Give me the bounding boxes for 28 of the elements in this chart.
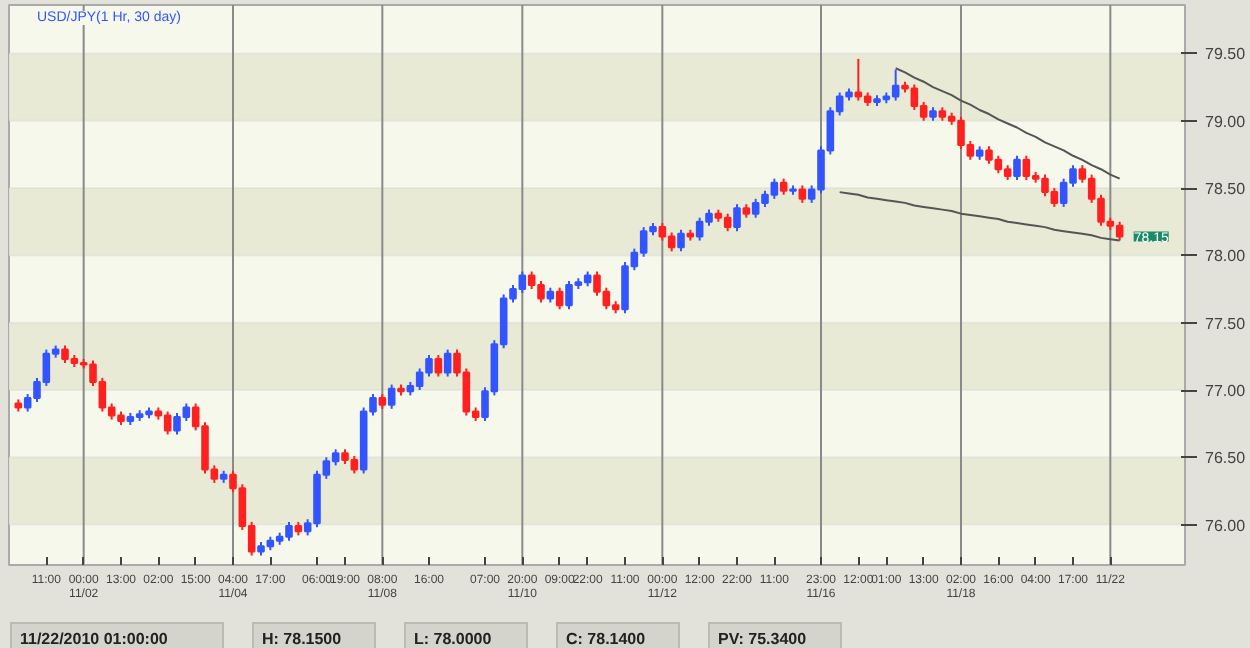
text: C: 78.1400 xyxy=(566,628,646,648)
y-tick-label: 77.50 xyxy=(1205,314,1247,333)
y-tick-label: 77.00 xyxy=(1205,382,1247,400)
line-series xyxy=(838,191,1121,242)
candlestick xyxy=(1022,154,1031,181)
candlestick xyxy=(733,203,741,233)
candlestick xyxy=(1013,154,1021,181)
text: L: 78.0000 xyxy=(414,628,492,648)
y-tick-label: 78.50 xyxy=(1205,180,1247,199)
candlestick xyxy=(677,228,685,253)
y-tick-label: 79.00 xyxy=(1205,112,1247,131)
line-series xyxy=(894,67,1121,180)
y-tick-label: 76.00 xyxy=(1205,516,1247,535)
candlestick xyxy=(443,348,452,378)
candlestick xyxy=(163,410,172,436)
text: 11/22/2010 01:00:00 xyxy=(20,628,168,648)
candlestick xyxy=(387,383,396,410)
candlestick xyxy=(854,57,863,102)
candlestick xyxy=(891,68,900,102)
text: H: 78.1500 xyxy=(262,628,342,648)
text: PV: 75.3400 xyxy=(718,628,807,648)
candlestick xyxy=(434,354,443,378)
candlestick xyxy=(667,231,676,253)
candlestick xyxy=(555,286,564,311)
y-tick-label: 76.50 xyxy=(1205,449,1247,468)
y-tick-label: 79.50 xyxy=(1205,45,1247,64)
y-tick-label: 78.00 xyxy=(1205,247,1247,266)
candlestick xyxy=(1115,220,1124,242)
